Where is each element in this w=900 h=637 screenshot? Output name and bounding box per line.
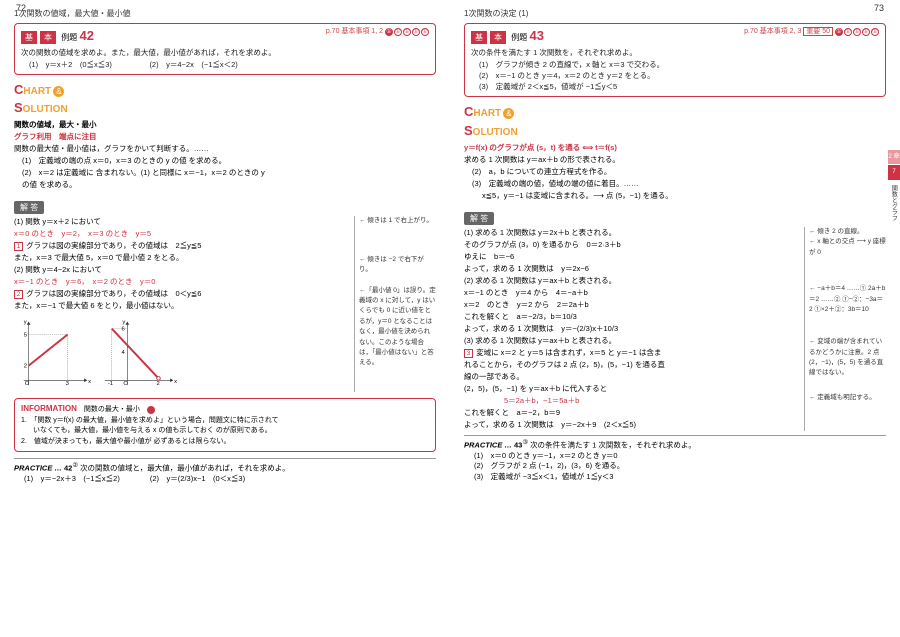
note-3: ←「最小値 0」は誤り。定義域の x に対して，y はいくらでも 0 に近い値を… [359,286,436,369]
svg-text:y: y [24,320,27,326]
chart-solution-block: CHART &SOLUTION y＝f(x) のグラフが点 (s，t) を通る … [464,103,886,201]
tag-hon: 本 [490,31,506,44]
information-box: INFORMATION 関数の最大・最小 1. 「関数 y＝f(x) の最大値，… [14,398,436,452]
note-2: ← 傾きは −2 で右下がり。 [359,255,436,276]
svg-text:3: 3 [66,382,69,388]
graph-1: x y O 2 5 3 [14,316,92,388]
tab-title: 関数とグラフ [888,181,898,225]
graph-2: x y -1 2 6 4 O [100,316,178,388]
left-page: 72 1次関数の値域，最大値・最小値 基本 例題 42 p.70 基本事項 1,… [0,0,450,637]
section-title: 1次関数の値域，最大値・最小値 [14,8,436,19]
tag-ki: 基 [21,31,37,44]
tag-hon: 本 [40,31,56,44]
solution-tag: 解 答 [464,212,494,225]
svg-text:O: O [123,382,128,388]
solution-tag: 解 答 [14,201,44,214]
problem-label: 例題 [61,33,77,42]
chart-solution-block: CHART &SOLUTION 関数の値域，最大・最小 グラフ利用 端点に注目 … [14,81,436,191]
info-dot-icon [147,406,155,414]
svg-text:y: y [122,320,125,326]
right-page: 73 1次関数の決定 (1) 基本 例題 43 p.70 基本事項 2, 3 重… [450,0,900,637]
svg-text:O: O [25,382,30,388]
tag-ki: 基 [471,31,487,44]
svg-text:x: x [174,380,177,386]
svg-text:6: 6 [121,327,124,333]
svg-text:4: 4 [121,350,125,356]
chart-heading: 関数の値域，最大・最小 [14,119,436,131]
svg-text:2: 2 [157,382,160,388]
practice-42: PRACTICE … 42② 次の関数の値域と，最大値，最小値があれば，それを求… [14,458,436,485]
problem-number: 42 [79,28,93,43]
solution-grid: (1) 関数 y＝x＋2 において x＝0 のとき y＝2， x＝3 のとき y… [14,216,436,392]
practice-43: PRACTICE … 43③ 次の条件を満たす 1 次関数を，それぞれ求めよ。 … [464,435,886,483]
problem-43-box: 基本 例題 43 p.70 基本事項 2, 3 重要 50 ①①①①① 次の条件… [464,23,886,97]
svg-text:x: x [88,380,91,386]
page-number-right: 73 [874,2,884,15]
page-number-left: 72 [16,2,26,15]
note-1: ← 傾きは 1 で右上がり。 [359,216,436,226]
side-tab: 2 章 7 関数とグラフ [888,150,900,225]
problem-text: 次の関数の値域を求めよ。また，最大値，最小値があれば，それを求めよ。 (1) y… [21,47,429,70]
tab-section: 7 [888,165,900,179]
svg-text:-1: -1 [108,382,113,388]
svg-text:5: 5 [24,333,27,339]
problem-42-box: 基本 例題 42 p.70 基本事項 1, 2 ①①①①① 次の関数の値域を求め… [14,23,436,75]
section-title: 1次関数の決定 (1) [464,8,886,19]
tab-chapter: 2 章 [888,150,900,164]
chart-highlight: グラフ利用 端点に注目 [14,131,436,143]
svg-text:2: 2 [24,364,27,370]
problem-ref: p.70 基本事項 1, 2 ①①①①① [326,27,429,37]
